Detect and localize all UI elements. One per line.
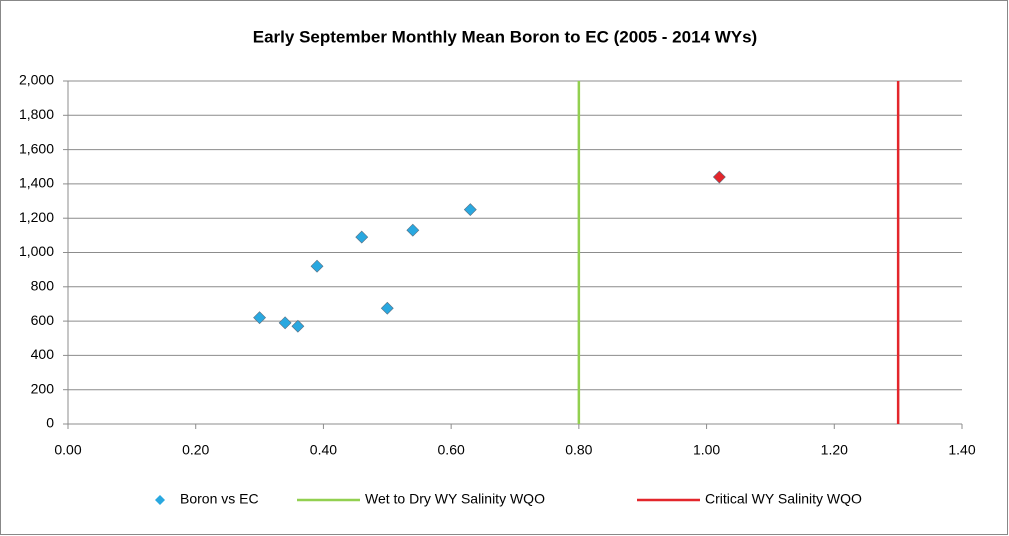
x-tick-label: 1.40 [948,442,975,458]
point [355,230,369,244]
legend-swatch [155,495,165,505]
y-tick-label: 800 [31,278,55,294]
y-tick-label: 1,000 [19,243,54,259]
y-tick-label: 200 [31,380,55,396]
x-tick-label: 0.60 [438,442,465,458]
x-tick-label: 0.40 [310,442,337,458]
y-tick-label: 1,800 [19,106,54,122]
point [291,319,305,333]
x-tick-label: 0.80 [565,442,592,458]
x-tick-label: 1.20 [821,442,848,458]
y-tick-label: 600 [31,312,55,328]
point [310,259,324,273]
point [278,316,292,330]
chart-title: Early September Monthly Mean Boron to EC… [253,27,757,46]
legend-label: Wet to Dry WY Salinity WQO [365,491,545,507]
x-tick-label: 0.20 [182,442,209,458]
y-tick-label: 1,200 [19,209,54,225]
legend-label: Critical WY Salinity WQO [705,491,862,507]
legend-label: Boron vs EC [180,491,259,507]
point [253,311,266,325]
y-tick-label: 400 [31,346,55,362]
point [712,170,726,184]
point [463,203,477,217]
y-tick-label: 2,000 [19,72,54,88]
x-tick-label: 0.00 [54,442,81,458]
y-tick-label: 1,600 [19,140,54,156]
point [380,301,394,315]
point [406,223,420,237]
x-tick-label: 1.00 [693,442,720,458]
y-tick-label: 1,400 [19,175,54,191]
y-tick-label: 0 [46,415,54,431]
